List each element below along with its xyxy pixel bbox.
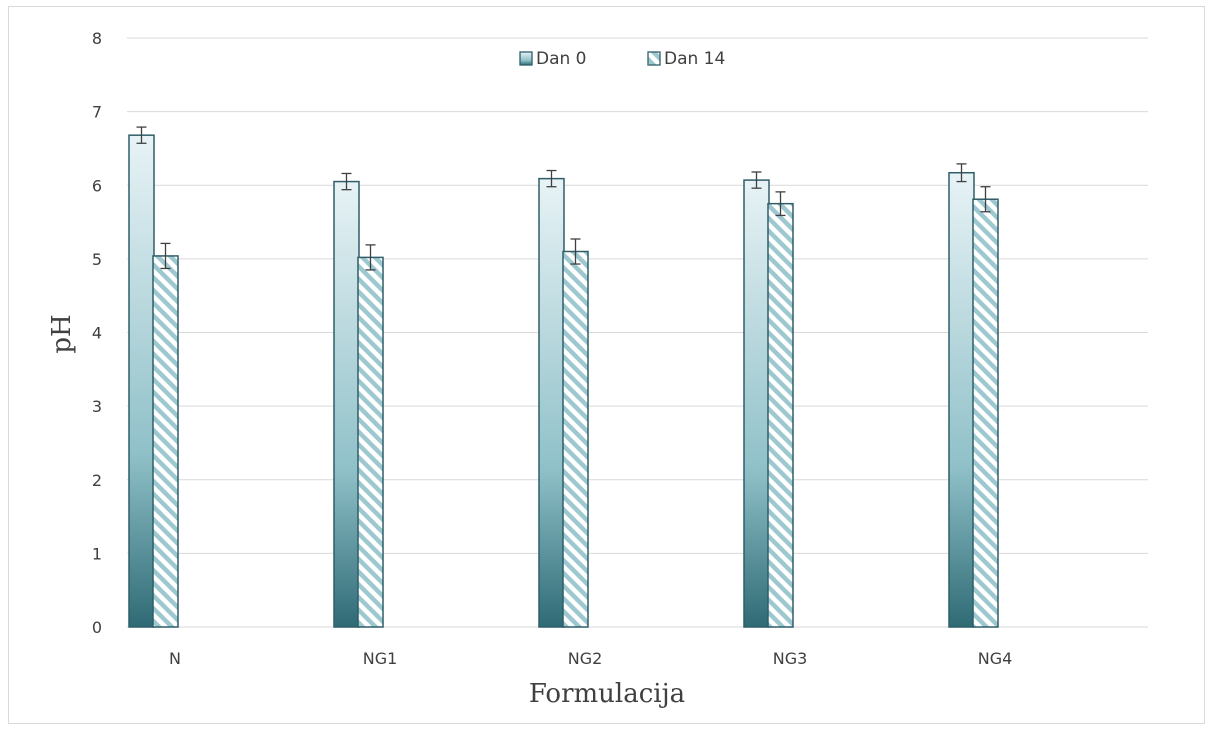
legend: Dan 0 Dan 14 (519, 49, 725, 69)
bar-dan-14-n (152, 255, 179, 628)
legend-label-dan-0: Dan 0 (536, 49, 587, 69)
error-bars (136, 126, 991, 271)
y-tick-labels: 0 1 2 3 4 5 6 7 8 (92, 29, 102, 637)
y-tick-label: 8 (92, 29, 102, 48)
bar-dan-14-ng3 (767, 202, 794, 628)
legend-label-dan-14: Dan 14 (664, 49, 725, 69)
error-bar (570, 238, 581, 265)
x-tick-label: NG2 (568, 649, 603, 668)
y-tick-label: 0 (92, 618, 102, 637)
y-tick-label: 4 (92, 324, 102, 343)
x-tick-label: N (169, 649, 181, 668)
bar-dan-0-ng3 (743, 179, 770, 628)
y-axis-title: pH (47, 314, 77, 353)
chart-frame (8, 6, 1205, 724)
error-bar (546, 169, 557, 188)
x-tick-label: NG4 (978, 649, 1013, 668)
bar-dan-0-n (128, 134, 155, 628)
error-bar (341, 172, 352, 191)
error-bar (365, 244, 376, 271)
bar-dan-14-ng1 (357, 256, 384, 628)
legend-swatch-dan-14 (647, 51, 661, 66)
error-bar (136, 126, 147, 144)
error-bar (160, 242, 171, 270)
y-tick-label: 2 (92, 471, 102, 490)
legend-swatch-dan-0 (519, 51, 533, 66)
y-tick-label: 6 (92, 176, 102, 195)
y-tick-label: 7 (92, 103, 102, 122)
error-bar (980, 186, 991, 213)
error-bar (751, 171, 762, 189)
x-tick-labels: N NG1 NG2 NG3 NG4 (169, 649, 1012, 668)
bar-dan-0-ng2 (538, 177, 565, 628)
x-tick-label: NG3 (773, 649, 808, 668)
error-bar (956, 163, 967, 183)
x-axis-title: Formulacija (529, 679, 685, 709)
bar-dan-14-ng2 (562, 250, 589, 628)
bar-dan-14-ng4 (972, 198, 999, 628)
bar-dan-0-ng4 (948, 171, 975, 628)
bar-dan-0-ng1 (333, 180, 360, 628)
y-tick-label: 5 (92, 250, 102, 269)
y-tick-label: 1 (92, 544, 102, 563)
y-tick-label: 3 (92, 397, 102, 416)
error-bar (775, 191, 786, 217)
x-tick-label: NG1 (363, 649, 398, 668)
